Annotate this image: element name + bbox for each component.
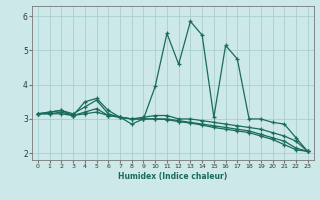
X-axis label: Humidex (Indice chaleur): Humidex (Indice chaleur) bbox=[118, 172, 228, 181]
